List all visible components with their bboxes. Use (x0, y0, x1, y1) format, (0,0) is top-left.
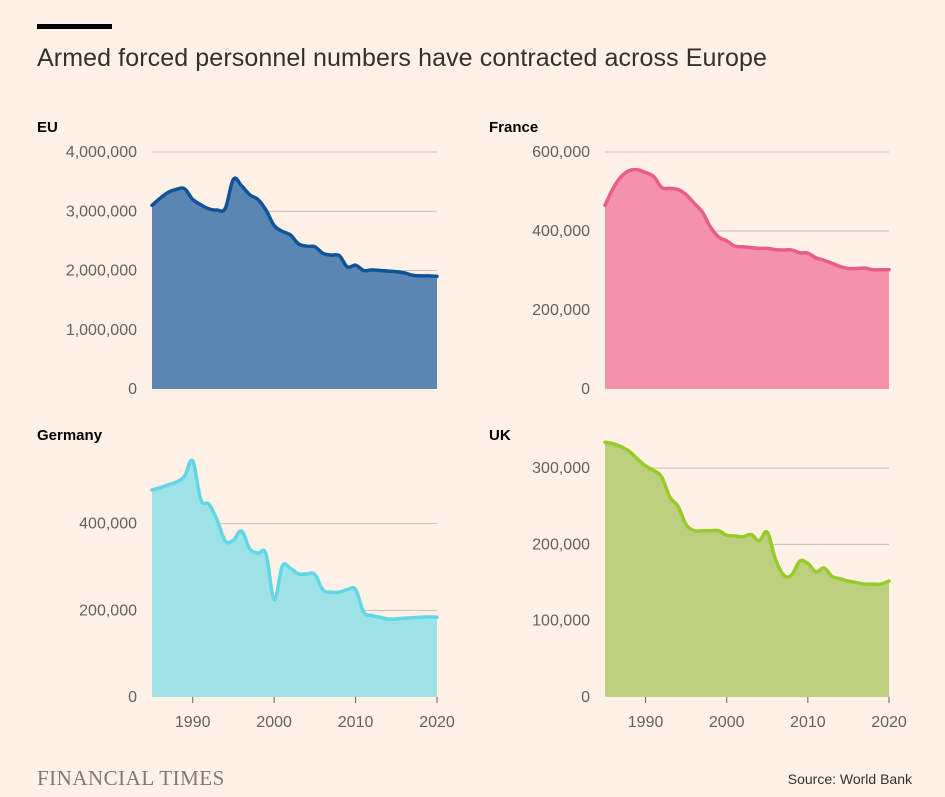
chart-france: 0 200,000 400,000 600,000 (532, 144, 891, 398)
chart-germany: 0 200,000 400,000 1990 2000 2010 2020 (79, 458, 455, 731)
chart-eu: 0 1,000,000 2,000,000 3,000,000 4,000,000 (66, 144, 439, 398)
area-germany (152, 460, 437, 697)
panel-title-germany: Germany (37, 427, 103, 444)
y-tick-label-france: 200,000 (532, 302, 590, 319)
area-uk (605, 442, 889, 697)
y-tick-label-uk: 100,000 (532, 613, 590, 630)
x-tick-label-germany: 2020 (419, 714, 455, 731)
y-tick-label-germany: 400,000 (79, 516, 137, 533)
line-france (603, 167, 891, 272)
charts-canvas: 0 1,000,000 2,000,000 3,000,000 4,000,000 0 20… (66, 144, 907, 731)
area-france (605, 169, 889, 389)
x-tick-label-uk: 2020 (871, 714, 907, 731)
y-tick-label-eu: 1,000,000 (66, 322, 137, 339)
y-tick-label-eu: 4,000,000 (66, 144, 137, 161)
x-tick-label-germany: 2010 (338, 714, 374, 731)
x-tick-label-germany: 1990 (175, 714, 211, 731)
y-tick-label-eu: 3,000,000 (66, 203, 137, 220)
y-tick-label-germany: 0 (128, 689, 137, 706)
source-note: Source: World Bank (787, 771, 912, 787)
line-germany (150, 458, 439, 621)
y-tick-label-eu: 0 (128, 381, 137, 398)
area-eu (152, 178, 437, 389)
y-tick-label-france: 600,000 (532, 144, 590, 161)
header-rule (37, 24, 112, 29)
chart-uk: 0 100,000 200,000 300,000 1990 2000 2010 2020 (532, 440, 907, 731)
y-tick-label-uk: 200,000 (532, 536, 590, 553)
x-tick-label-uk: 2000 (709, 714, 745, 731)
y-tick-label-germany: 200,000 (79, 602, 137, 619)
line-uk (603, 440, 891, 587)
y-tick-label-uk: 0 (581, 689, 590, 706)
y-tick-label-france: 0 (581, 381, 590, 398)
x-tick-label-uk: 1990 (628, 714, 664, 731)
panel-title-uk: UK (489, 427, 511, 444)
ft-logo: FINANCIAL TIMES (37, 766, 225, 790)
x-tick-label-germany: 2000 (256, 714, 292, 731)
y-tick-label-eu: 2,000,000 (66, 263, 137, 280)
panel-title-eu: EU (37, 119, 58, 136)
y-tick-label-france: 400,000 (532, 223, 590, 240)
panel-title-france: France (489, 119, 539, 136)
page-title: Armed forced personnel numbers have cont… (37, 44, 767, 72)
x-tick-label-uk: 2010 (790, 714, 826, 731)
y-tick-label-uk: 300,000 (532, 460, 590, 477)
line-eu (150, 176, 439, 279)
